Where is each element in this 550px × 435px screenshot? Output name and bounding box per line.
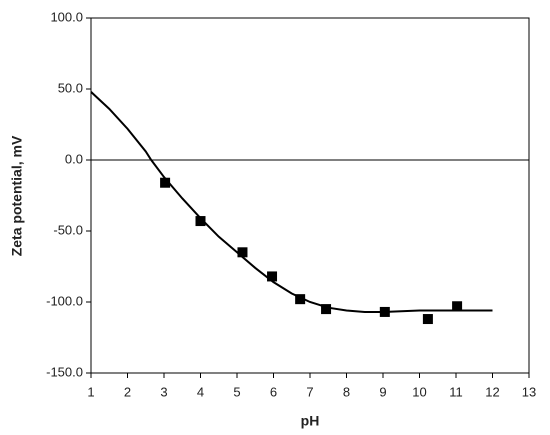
y-tick-label: 100.0	[50, 9, 83, 24]
y-axis-label: Zeta potential, mV	[9, 135, 25, 256]
y-tick-label: 50.0	[58, 80, 83, 95]
x-tick-label: 8	[343, 384, 350, 399]
data-point	[295, 294, 306, 305]
data-point	[452, 301, 463, 312]
data-point	[321, 304, 332, 315]
data-point	[237, 247, 248, 258]
data-point	[267, 271, 278, 282]
y-tick-label: -150.0	[46, 364, 83, 379]
y-tick-label: 0.0	[65, 151, 83, 166]
x-tick-label: 2	[124, 384, 131, 399]
y-tick-label: -50.0	[53, 222, 83, 237]
x-tick-label: 10	[412, 384, 426, 399]
x-tick-label: 4	[197, 384, 204, 399]
x-tick-label: 7	[306, 384, 313, 399]
data-point	[160, 177, 171, 188]
x-tick-label: 12	[485, 384, 499, 399]
x-tick-label: 9	[379, 384, 386, 399]
x-tick-label: 6	[270, 384, 277, 399]
data-point	[422, 314, 433, 325]
x-axis-label: pH	[301, 413, 320, 429]
x-tick-label: 11	[449, 384, 463, 399]
fit-line	[90, 91, 493, 313]
data-point	[195, 216, 206, 227]
x-tick-label: 5	[233, 384, 240, 399]
x-tick-label: 3	[160, 384, 167, 399]
y-tick-label: -100.0	[46, 293, 83, 308]
x-tick-label: 13	[522, 384, 536, 399]
plot-frame	[90, 17, 530, 374]
x-tick-label: 1	[87, 384, 94, 399]
